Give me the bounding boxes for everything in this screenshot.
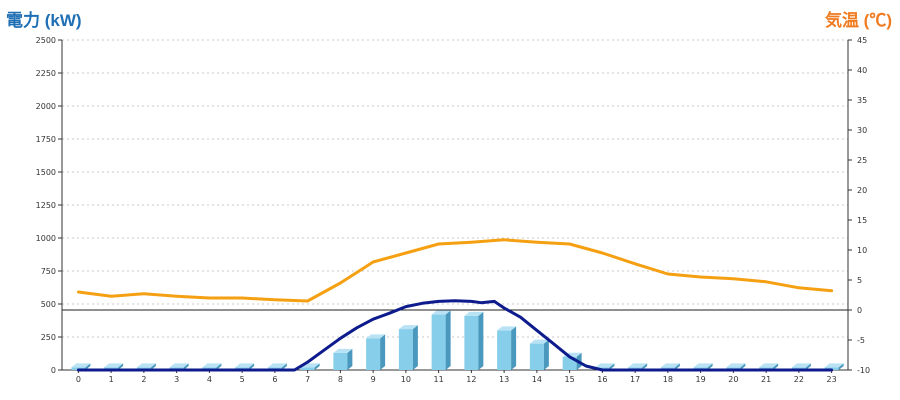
left-tick-label: 1750 [36, 135, 56, 144]
left-tick-label: 1000 [36, 234, 56, 243]
x-tick-label: 23 [827, 375, 837, 384]
right-axis-title: 気温 (℃) [824, 11, 892, 30]
left-tick-label: 750 [41, 267, 56, 276]
right-tick-label: -10 [857, 366, 870, 375]
right-tick-label: 30 [857, 126, 867, 135]
left-axis-title: 電力 (kW) [6, 11, 82, 30]
x-tick-label: 6 [272, 375, 277, 384]
x-tick-label: 14 [532, 375, 542, 384]
right-tick-label: 35 [857, 96, 867, 105]
x-tick-label: 10 [401, 375, 411, 384]
power-bar [464, 311, 484, 370]
right-tick-label: 25 [857, 156, 867, 165]
x-tick-label: 7 [305, 375, 310, 384]
left-tick-label: 2250 [36, 69, 56, 78]
x-tick-label: 12 [466, 375, 476, 384]
x-tick-label: 2 [141, 375, 146, 384]
x-tick-label: 9 [371, 375, 376, 384]
x-tick-label: 13 [499, 375, 509, 384]
left-tick-label: 2000 [36, 102, 56, 111]
x-tick-label: 21 [761, 375, 771, 384]
right-tick-label: 10 [857, 246, 867, 255]
right-tick-label: 0 [857, 306, 862, 315]
left-tick-label: 500 [41, 300, 56, 309]
power-bar [497, 326, 517, 370]
x-tick-label: 5 [240, 375, 245, 384]
right-tick-label: 45 [857, 36, 867, 45]
x-tick-label: 20 [728, 375, 738, 384]
left-tick-label: 1250 [36, 201, 56, 210]
power-bar [398, 325, 418, 370]
right-tick-label: 15 [857, 216, 867, 225]
x-tick-label: 18 [663, 375, 673, 384]
x-tick-label: 22 [794, 375, 804, 384]
power-bar [529, 339, 549, 370]
right-tick-label: 5 [857, 276, 862, 285]
power-bar [431, 310, 451, 370]
left-tick-label: 2500 [36, 36, 56, 45]
x-tick-label: 3 [174, 375, 179, 384]
x-tick-label: 17 [630, 375, 640, 384]
x-tick-label: 15 [565, 375, 575, 384]
temperature-line [76, 238, 834, 303]
left-tick-label: 250 [41, 333, 56, 342]
left-tick-label: 0 [51, 366, 56, 375]
power-bar [366, 334, 386, 370]
power-bar [333, 348, 353, 370]
x-tick-label: 4 [207, 375, 212, 384]
x-tick-label: 1 [109, 375, 114, 384]
right-tick-label: 20 [857, 186, 867, 195]
power-line [76, 299, 834, 372]
right-tick-label: -5 [857, 336, 865, 345]
x-tick-label: 16 [597, 375, 607, 384]
x-tick-label: 11 [434, 375, 444, 384]
right-tick-label: 40 [857, 66, 867, 75]
left-tick-label: 1500 [36, 168, 56, 177]
x-tick-label: 19 [696, 375, 706, 384]
x-tick-label: 0 [76, 375, 81, 384]
x-tick-label: 8 [338, 375, 343, 384]
